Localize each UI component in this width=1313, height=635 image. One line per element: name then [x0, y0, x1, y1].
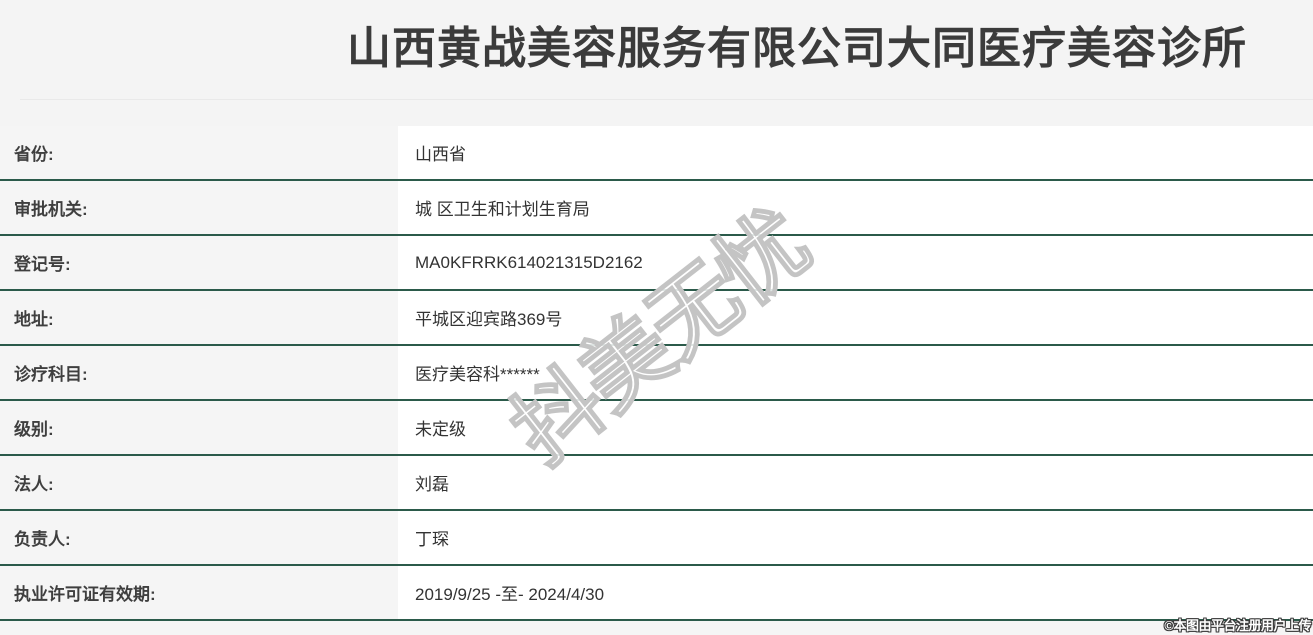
page-title-wrap: 山西黄战美容服务有限公司大同医疗美容诊所	[0, 12, 1313, 76]
row-label: 审批机关:	[0, 181, 398, 234]
copyright-note: ©本图由平台注册用户上传	[1164, 618, 1311, 633]
table-row: 负责人: 丁琛	[0, 511, 1313, 566]
row-label: 执业许可证有效期:	[0, 566, 398, 619]
row-label: 登记号:	[0, 236, 398, 289]
page-title: 山西黄战美容服务有限公司大同医疗美容诊所	[347, 24, 1247, 73]
row-value: 城 区卫生和计划生育局	[398, 181, 1313, 234]
row-value: 刘磊	[398, 456, 1313, 509]
info-table: 省份: 山西省 审批机关: 城 区卫生和计划生育局 登记号: MA0KFRRK614021…	[0, 126, 1313, 621]
row-value: 2019/9/25 -至- 2024/4/30	[398, 566, 1313, 619]
table-row: 地址: 平城区迎宾路369号	[0, 291, 1313, 346]
table-row: 法人: 刘磊	[0, 456, 1313, 511]
row-value: 丁琛	[398, 511, 1313, 564]
footer-strip	[0, 622, 1313, 635]
row-value: 医疗美容科******	[398, 346, 1313, 399]
page-header: 山西黄战美容服务有限公司大同医疗美容诊所	[0, 0, 1313, 126]
row-value: MA0KFRRK614021315D2162	[398, 236, 1313, 289]
row-label: 省份:	[0, 126, 398, 179]
table-row: 执业许可证有效期: 2019/9/25 -至- 2024/4/30	[0, 566, 1313, 621]
header-divider	[20, 99, 1313, 100]
table-row: 诊疗科目: 医疗美容科******	[0, 346, 1313, 401]
table-row: 级别: 未定级	[0, 401, 1313, 456]
row-label: 负责人:	[0, 511, 398, 564]
row-value: 未定级	[398, 401, 1313, 454]
table-row: 登记号: MA0KFRRK614021315D2162	[0, 236, 1313, 291]
row-value: 山西省	[398, 126, 1313, 179]
row-label: 法人:	[0, 456, 398, 509]
table-row: 省份: 山西省	[0, 126, 1313, 181]
row-label: 地址:	[0, 291, 398, 344]
table-row: 审批机关: 城 区卫生和计划生育局	[0, 181, 1313, 236]
row-label: 级别:	[0, 401, 398, 454]
row-value: 平城区迎宾路369号	[398, 291, 1313, 344]
row-label: 诊疗科目:	[0, 346, 398, 399]
